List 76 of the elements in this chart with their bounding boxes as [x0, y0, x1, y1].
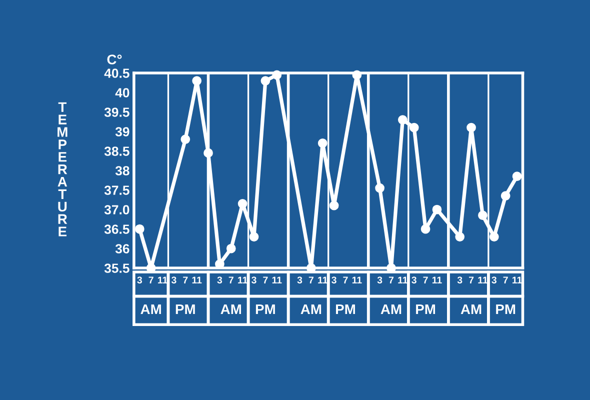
point [329, 200, 339, 210]
point [455, 232, 465, 242]
y-tick-label: 36 [115, 244, 130, 254]
x-tick-label: 7 [148, 276, 154, 284]
x-tick-label: 7 [503, 276, 508, 284]
y-tick-label: 40 [115, 88, 130, 98]
point [134, 224, 144, 234]
point [398, 115, 408, 124]
x-tick-label: 7 [183, 276, 188, 284]
x-tick-label: 3 [332, 276, 336, 284]
y-tick-label: 37.5 [104, 186, 130, 195]
text: C° [107, 54, 122, 64]
x-tick-label: 3 [412, 276, 416, 284]
x-tick-label: 11 [272, 276, 282, 284]
point [466, 122, 476, 132]
x-tick-label: 11 [158, 276, 168, 284]
x-tick-label: 11 [478, 276, 488, 284]
text: PM [416, 304, 436, 314]
point [238, 198, 248, 208]
text: AM [460, 304, 482, 314]
y-tick-label: 35.5 [104, 264, 130, 273]
text: AM [380, 304, 402, 314]
x-tick-label: 7 [388, 276, 394, 284]
x-tick-label: 7 [423, 276, 428, 284]
x-tick-label: 3 [297, 276, 302, 284]
point [180, 134, 190, 144]
text: AM [300, 304, 322, 314]
text: PM [336, 304, 355, 314]
x-tick-label: 3 [252, 276, 256, 284]
point [272, 70, 282, 80]
point [478, 210, 488, 220]
point [226, 244, 236, 254]
point [375, 183, 384, 193]
x-tick-label: 11 [352, 276, 362, 284]
point [352, 70, 362, 80]
x-tick-label: 7 [228, 276, 234, 284]
x-tick-label: 11 [398, 276, 408, 284]
text: PM [496, 304, 516, 314]
y-tick-label: 38.5 [104, 146, 130, 156]
point [420, 224, 430, 234]
y-tick-label: 37.0 [104, 205, 130, 214]
x-tick-label: 11 [238, 276, 248, 284]
point [409, 122, 419, 132]
point [204, 148, 213, 158]
x-tick-label: 11 [512, 276, 522, 284]
y-tick-label: 39.5 [104, 108, 130, 117]
x-tick-label: 7 [308, 276, 314, 284]
point [512, 172, 522, 182]
point [432, 204, 442, 214]
point [249, 232, 259, 242]
x-tick-label: 7 [468, 276, 474, 284]
point [260, 76, 270, 86]
text: AM [140, 304, 161, 314]
x-tick-label: 7 [343, 276, 348, 284]
text: PM [256, 304, 275, 314]
point [489, 232, 499, 242]
y-tick-label: 38 [115, 166, 130, 176]
y-tick-label: 40.5 [104, 68, 130, 78]
x-tick-label: 3 [137, 276, 142, 284]
point [192, 76, 202, 86]
point [318, 138, 328, 148]
y-tick-label: 39 [115, 127, 130, 136]
text: AM [220, 304, 242, 314]
x-tick-label: 3 [217, 276, 222, 284]
x-tick-label: 11 [432, 276, 442, 284]
x-tick-label: 3 [457, 276, 462, 284]
x-tick-label: 7 [263, 276, 268, 284]
x-tick-label: 3 [377, 276, 382, 284]
y-tick-label: 36.5 [104, 224, 130, 234]
x-tick-label: 11 [192, 276, 202, 284]
text: TEMPERATURE [58, 102, 68, 236]
text: PM [176, 304, 195, 314]
x-tick-label: 3 [492, 276, 497, 284]
x-tick-label: 3 [171, 276, 176, 284]
point [500, 191, 510, 201]
x-tick-label: 11 [318, 276, 328, 284]
